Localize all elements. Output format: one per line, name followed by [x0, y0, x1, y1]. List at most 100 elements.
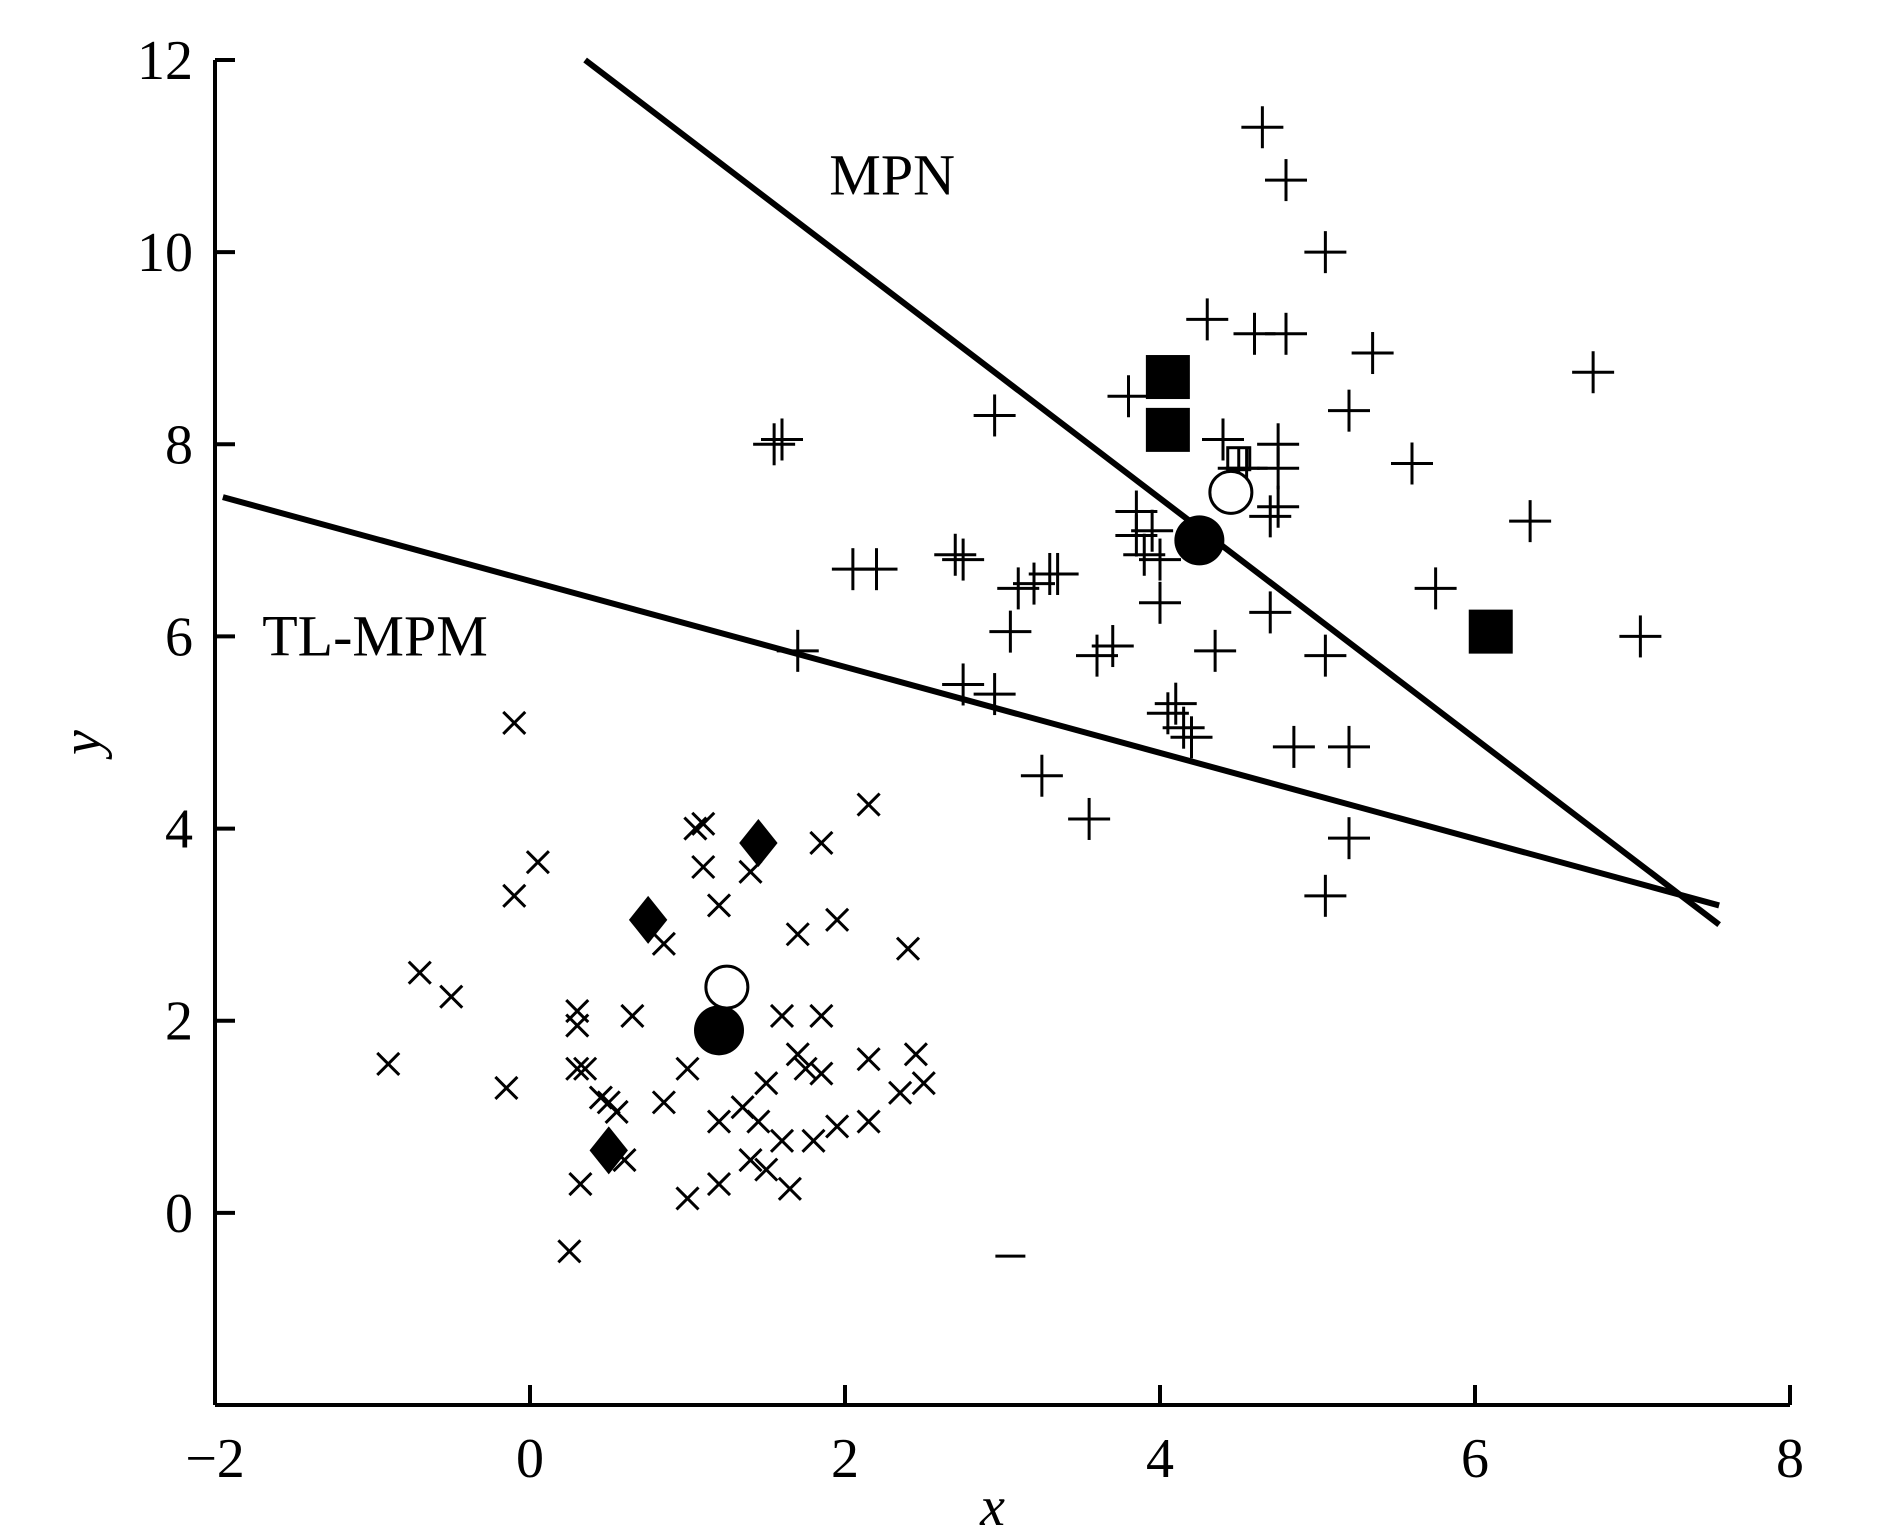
diamond-marker: [628, 895, 668, 944]
diamond-marker: [589, 1126, 628, 1175]
x-marker: [502, 710, 527, 735]
x-marker: [785, 922, 810, 947]
x-marker: [856, 1047, 881, 1072]
plus-marker: [1091, 625, 1134, 668]
x-marker: [769, 1003, 795, 1028]
x-marker: [651, 931, 676, 956]
x-marker: [565, 1056, 590, 1081]
plus-marker: [1170, 716, 1213, 759]
plus-marker: [973, 394, 1016, 437]
x-axis-label: x: [979, 1476, 1005, 1535]
line-label-mpn: MPN: [829, 143, 955, 208]
x-marker: [856, 1109, 881, 1134]
x-marker: [568, 1171, 593, 1197]
plus-marker: [1186, 298, 1229, 341]
x-marker: [825, 1114, 850, 1139]
plus-marker: [1257, 485, 1300, 528]
x-marker: [565, 1013, 590, 1038]
axes: [213, 60, 1790, 1407]
plus-marker: [1202, 418, 1244, 461]
plus-marker: [1020, 754, 1063, 797]
plus-marker: [1328, 725, 1370, 768]
boundary-lines: [222, 57, 1721, 928]
y-tick-label: 4: [165, 799, 193, 861]
x-marker: [769, 1128, 795, 1153]
x-marker: [691, 854, 716, 880]
plus-marker: [1123, 533, 1166, 576]
plus-marker: [1414, 567, 1457, 610]
y-tick-label: 12: [137, 30, 193, 92]
x-marker: [573, 1056, 598, 1081]
plus-marker: [761, 418, 803, 461]
x-marker: [754, 1071, 779, 1096]
x-tick-label: 0: [516, 1428, 544, 1490]
open-circle-marker: [1208, 469, 1254, 515]
plus-marker: [1162, 706, 1205, 749]
plus-marker: [1272, 725, 1315, 768]
plus-marker: [1304, 634, 1347, 677]
plus-marker: [1036, 552, 1079, 595]
plus-marker: [1391, 442, 1433, 485]
x-marker: [691, 811, 716, 836]
plus-marker: [989, 610, 1032, 653]
plus-marker: [1115, 514, 1158, 557]
square-marker: [1468, 609, 1513, 654]
plus-marker: [973, 673, 1016, 716]
x-marker: [895, 936, 921, 961]
plus-marker: [1265, 159, 1307, 202]
x-marker: [502, 883, 527, 908]
x-marker: [706, 1109, 732, 1134]
x-marker: [494, 1075, 519, 1101]
data-points: [376, 106, 1662, 1264]
diamond-marker: [739, 818, 778, 867]
x-marker: [675, 1186, 700, 1211]
x-marker: [706, 1171, 732, 1197]
plus-marker: [855, 548, 898, 591]
plus-marker: [1265, 312, 1307, 355]
plus-marker: [1139, 538, 1181, 581]
plus-marker: [1139, 581, 1181, 624]
x-marker: [604, 1099, 629, 1125]
x-marker: [809, 830, 834, 856]
x-marker: [525, 850, 550, 875]
plus-marker: [1351, 332, 1394, 375]
plus-marker: [1249, 591, 1292, 634]
x-tick-label: −2: [185, 1428, 245, 1490]
x-marker: [746, 1109, 771, 1134]
y-tick-label: 0: [165, 1183, 193, 1245]
open-square-marker: [1226, 446, 1252, 472]
x-marker: [856, 792, 881, 817]
plus-marker: [1304, 231, 1347, 274]
plus-marker: [997, 567, 1040, 610]
plus-marker: [1068, 797, 1111, 840]
x-marker: [785, 1042, 810, 1067]
x-marker: [825, 907, 850, 932]
x-tick-label: 4: [1146, 1428, 1174, 1490]
x-marker: [801, 1128, 826, 1153]
x-marker: [888, 1080, 913, 1105]
plus-marker: [1013, 562, 1055, 605]
plus-marker: [1328, 389, 1370, 432]
plus-marker: [942, 663, 985, 706]
x-marker: [706, 893, 732, 918]
line-label-tl-mpm: TL-MPM: [262, 604, 488, 669]
x-marker: [675, 1056, 700, 1081]
plus-marker: [1619, 615, 1662, 658]
labels: x y MPN TL-MPM: [51, 143, 1005, 1535]
x-marker: [738, 1147, 763, 1173]
plus-marker: [1076, 634, 1118, 677]
x-tick-label: 8: [1776, 1428, 1804, 1490]
plus-marker: [1131, 509, 1174, 552]
plus-marker: [753, 423, 796, 466]
plus-marker: [1572, 351, 1615, 394]
square-marker: [1145, 407, 1190, 452]
x-marker: [809, 1003, 834, 1028]
filled-circle-marker: [694, 1005, 744, 1056]
x-marker: [911, 1071, 936, 1096]
x-marker: [754, 1157, 779, 1182]
open-circle-marker: [704, 964, 750, 1010]
x-marker: [793, 1056, 818, 1081]
plus-marker: [1257, 447, 1300, 490]
boundary-line-mpn: [583, 57, 1721, 928]
